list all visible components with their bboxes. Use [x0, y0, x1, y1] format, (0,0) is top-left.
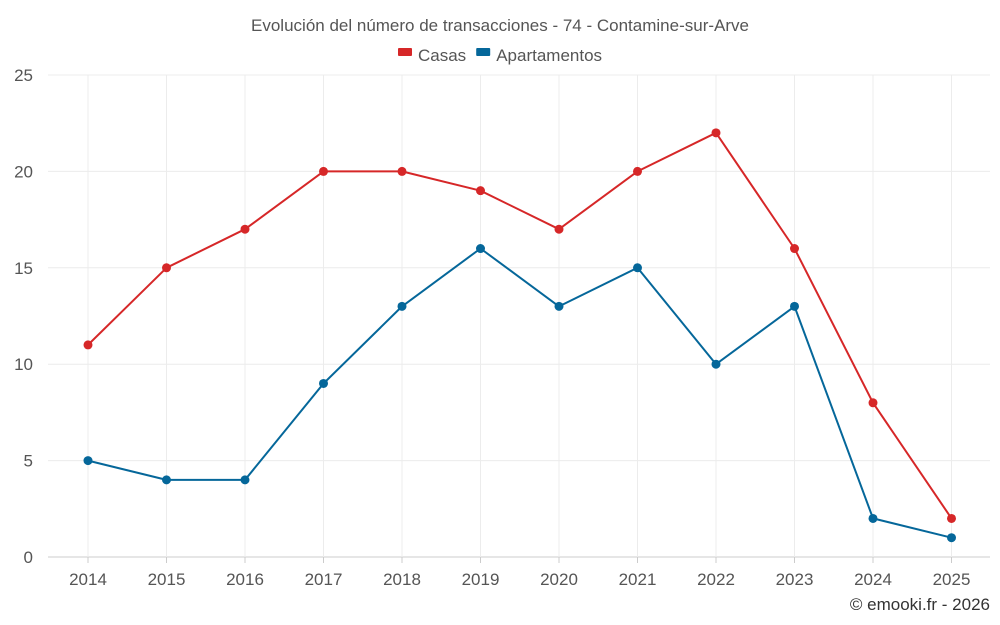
x-tick-label: 2014 — [69, 570, 107, 589]
data-point-apartamentos-2018[interactable] — [397, 301, 407, 311]
data-point-casas-2022[interactable] — [711, 128, 721, 138]
y-tick-label: 15 — [14, 259, 33, 278]
legend-label: Casas — [418, 46, 466, 65]
data-point-casas-2019[interactable] — [476, 186, 485, 196]
x-tick-label: 2016 — [226, 570, 264, 589]
data-point-apartamentos-2015[interactable] — [162, 475, 171, 485]
data-point-casas-2015[interactable] — [162, 263, 171, 273]
data-point-casas-2014[interactable] — [83, 340, 93, 350]
series-casas — [83, 128, 956, 523]
data-point-apartamentos-2016[interactable] — [240, 475, 250, 485]
data-point-apartamentos-2020[interactable] — [554, 301, 564, 311]
legend-swatch — [476, 48, 491, 56]
credit-text: © emooki.fr - 2026 — [850, 595, 990, 614]
y-tick-label: 25 — [14, 66, 33, 85]
legend-swatch — [398, 48, 412, 56]
data-point-casas-2021[interactable] — [633, 166, 642, 176]
data-point-casas-2025[interactable] — [947, 513, 956, 523]
data-point-casas-2024[interactable] — [868, 398, 878, 408]
series-group — [83, 128, 956, 543]
y-tick-label: 5 — [24, 452, 33, 471]
y-axis: 0 5 10 15 20 25 — [14, 66, 33, 567]
x-tick-label: 2023 — [776, 570, 814, 589]
data-point-apartamentos-2025[interactable] — [947, 533, 956, 543]
x-tick-label: 2020 — [540, 570, 578, 589]
data-point-casas-2023[interactable] — [790, 244, 799, 254]
x-tick-label: 2022 — [697, 570, 735, 589]
data-point-apartamentos-2022[interactable] — [711, 359, 721, 369]
data-point-casas-2017[interactable] — [319, 166, 328, 176]
series-line-apartamentos — [87, 247, 952, 539]
y-tick-label: 20 — [14, 162, 33, 181]
x-axis: 2014 2015 2016 2017 2018 2019 2020 2021 2022 2023… — [69, 557, 970, 589]
legend-item-apartamentos[interactable]: Apartamentos — [476, 46, 602, 65]
data-point-apartamentos-2023[interactable] — [790, 301, 799, 311]
series-apartamentos — [83, 244, 956, 543]
series-line-casas — [87, 131, 953, 519]
legend: Casas Apartamentos — [398, 46, 602, 65]
legend-item-casas[interactable]: Casas — [398, 46, 466, 65]
data-point-casas-2016[interactable] — [240, 224, 250, 234]
data-point-apartamentos-2019[interactable] — [476, 244, 485, 254]
grid-lines — [48, 74, 990, 558]
data-point-apartamentos-2017[interactable] — [319, 378, 328, 388]
x-tick-label: 2025 — [933, 570, 971, 589]
x-tick-label: 2024 — [854, 570, 892, 589]
data-point-apartamentos-2014[interactable] — [83, 456, 93, 466]
x-tick-label: 2017 — [305, 570, 343, 589]
x-tick-label: 2018 — [383, 570, 421, 589]
y-tick-label: 0 — [24, 548, 33, 567]
chart-title: Evolución del número de transacciones - … — [251, 16, 749, 35]
x-tick-label: 2019 — [462, 570, 500, 589]
x-tick-label: 2015 — [148, 570, 186, 589]
data-point-casas-2020[interactable] — [554, 224, 564, 234]
legend-label: Apartamentos — [496, 46, 602, 65]
data-point-casas-2018[interactable] — [397, 166, 407, 176]
data-point-apartamentos-2024[interactable] — [868, 513, 878, 523]
x-tick-label: 2021 — [619, 570, 657, 589]
y-tick-label: 10 — [14, 355, 33, 374]
data-point-apartamentos-2021[interactable] — [633, 263, 642, 273]
